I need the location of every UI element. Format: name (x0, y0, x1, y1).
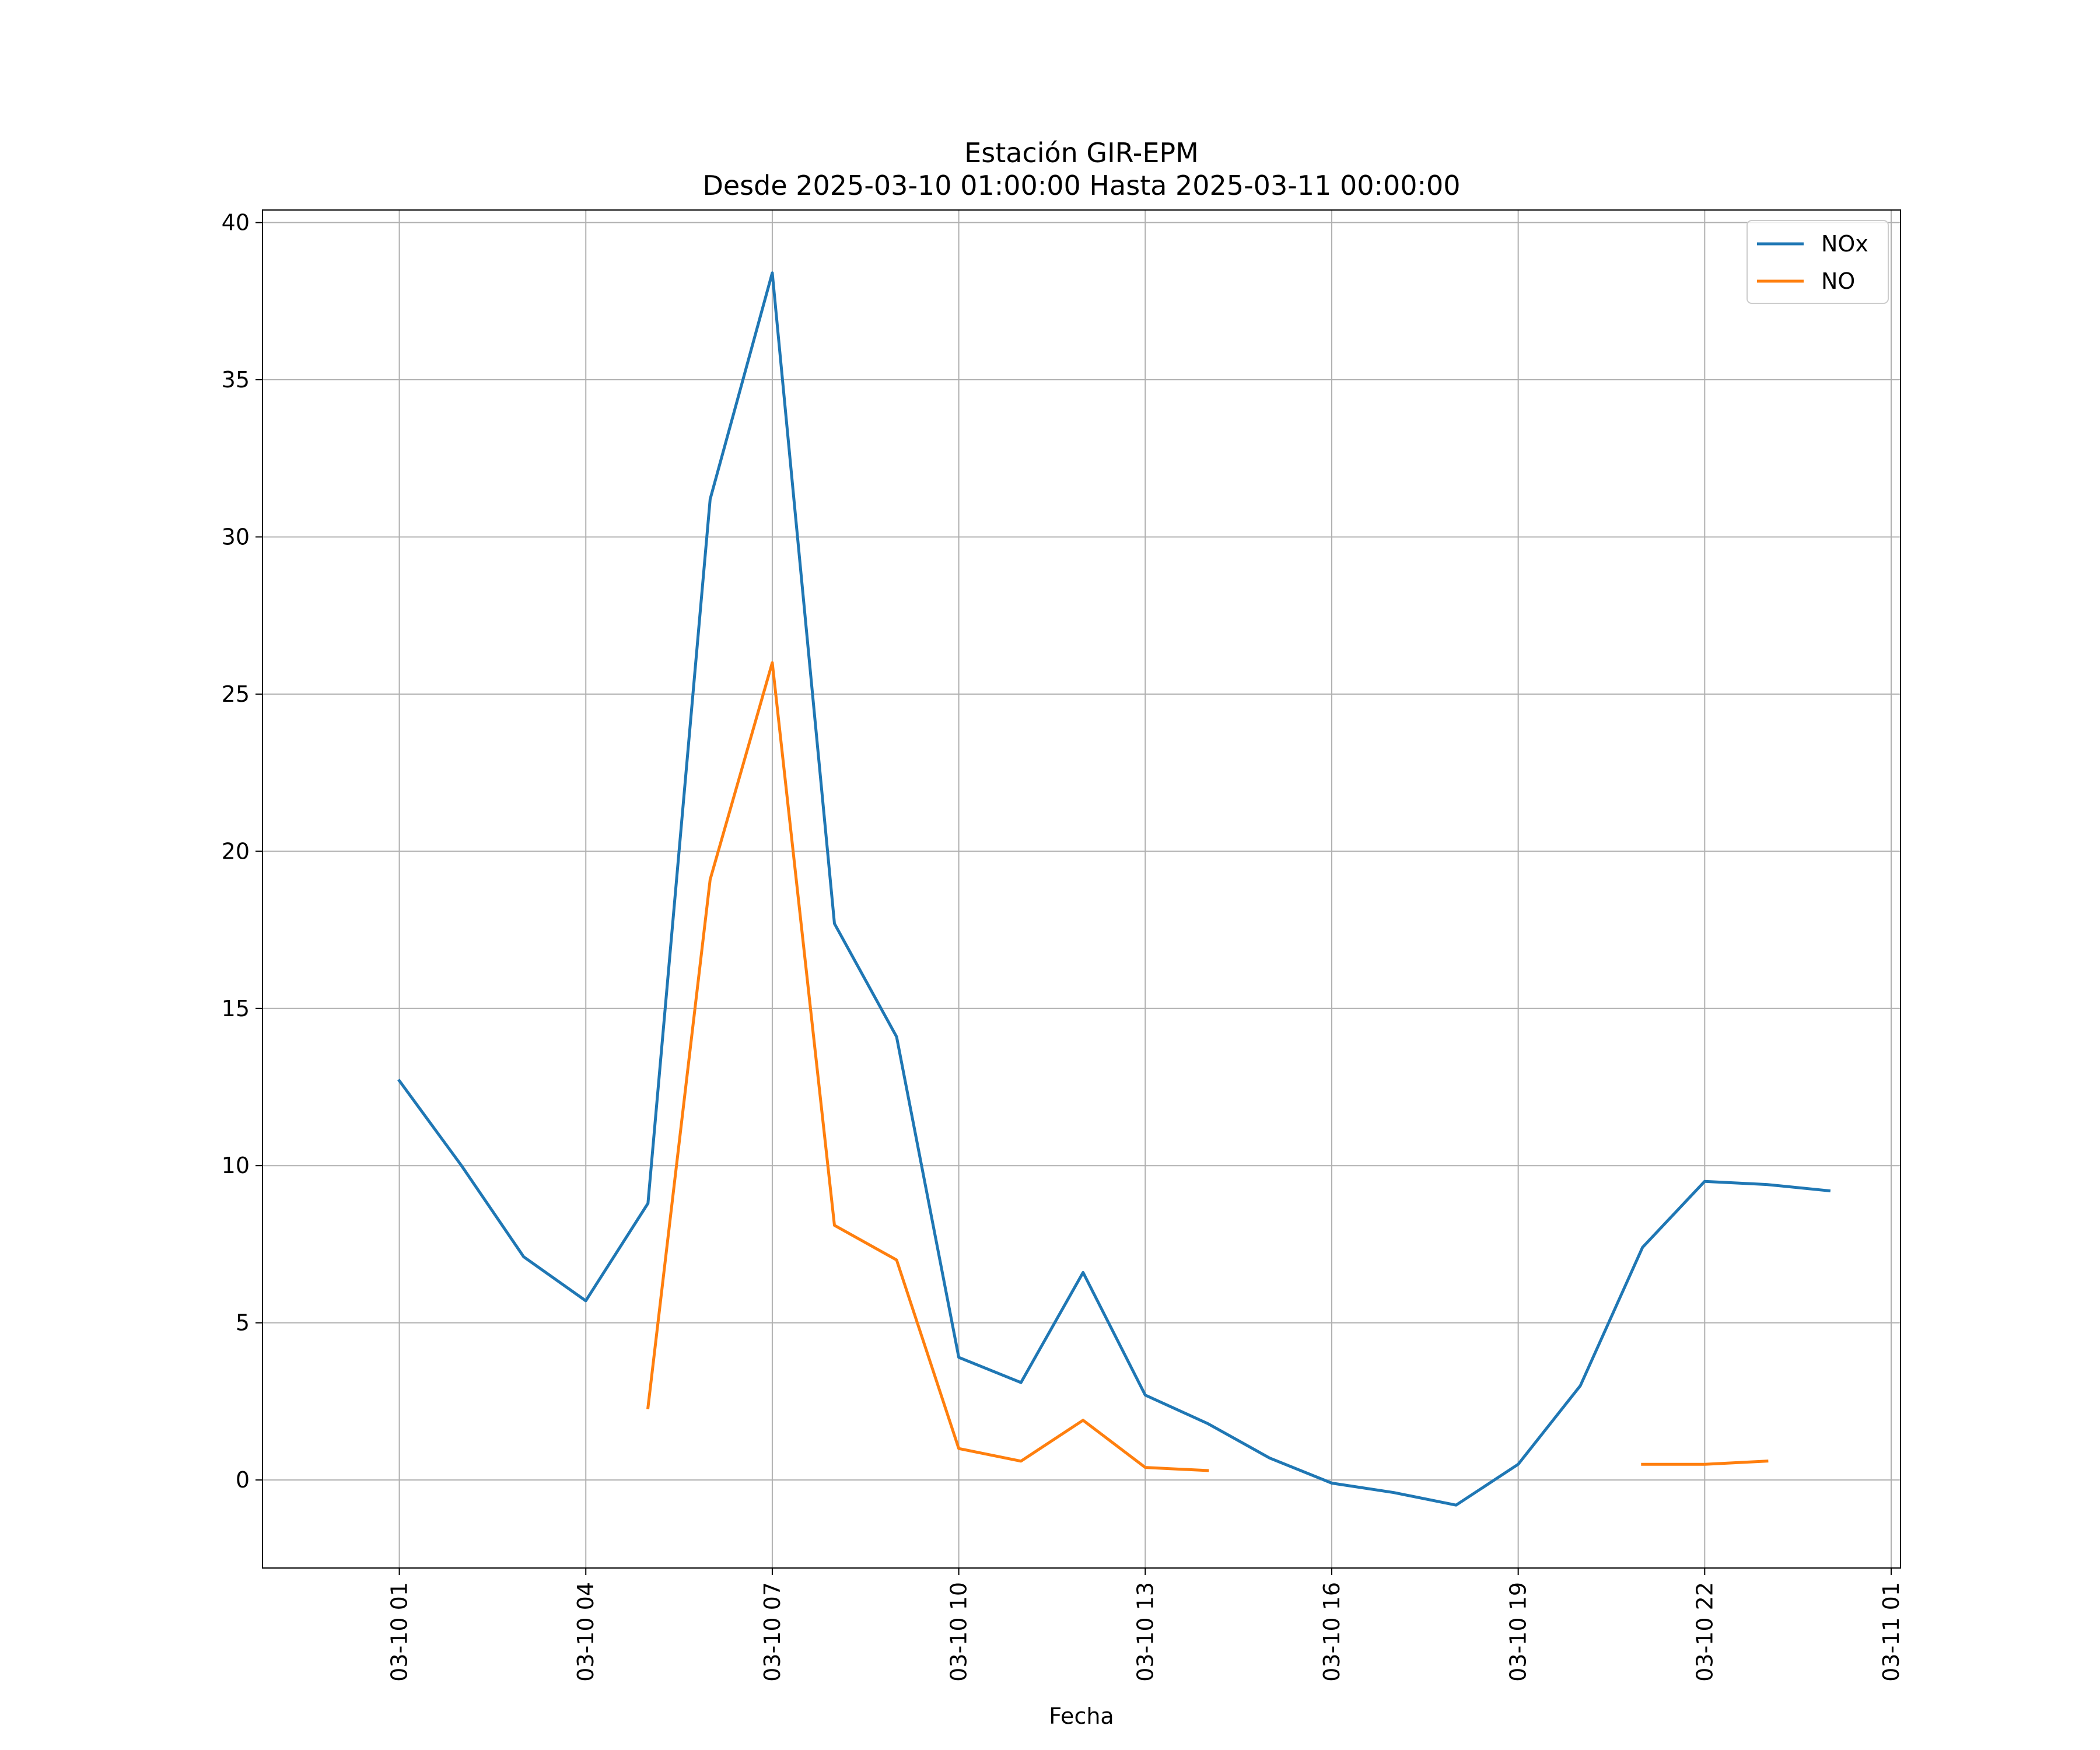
series-line-segment (646, 661, 1209, 1472)
y-tick-label: 5 (236, 1310, 250, 1336)
x-axis-label: Fecha (1049, 1703, 1114, 1729)
x-tick-label: 03-10 04 (573, 1582, 598, 1682)
x-tick-label: 03-10 01 (387, 1582, 412, 1682)
series-lines (397, 271, 1831, 1507)
x-tick-label: 03-10 13 (1132, 1582, 1158, 1682)
x-tick-label: 03-10 07 (760, 1582, 785, 1682)
series-line-segment (397, 271, 1831, 1507)
series-nox (397, 271, 1831, 1507)
y-tick-label: 10 (222, 1153, 250, 1178)
y-tick-label: 25 (222, 681, 250, 707)
y-tick-label: 35 (222, 367, 250, 393)
y-tick-label: 0 (236, 1467, 250, 1493)
x-tick-label: 03-10 16 (1319, 1582, 1345, 1682)
axis-ticks: 0 5 10 15 20 25 30 35 40 03-10 01 03-10 04 03-10 07… (222, 210, 1904, 1682)
y-tick-label: 20 (222, 838, 250, 864)
chart-subtitle: Desde 2025-03-10 01:00:00 Hasta 2025-03-… (702, 170, 1460, 201)
x-tick-label: 03-10 10 (946, 1582, 972, 1682)
x-tick-label: 03-10 19 (1506, 1582, 1531, 1682)
plot-frame (262, 209, 1901, 1569)
grid-lines (262, 210, 1901, 1568)
legend-label-no: NO (1821, 268, 1855, 294)
x-tick-label: 03-11 01 (1878, 1582, 1904, 1682)
y-tick-label: 30 (222, 524, 250, 550)
chart-title: Estación GIR-EPM (964, 137, 1199, 169)
legend-label-nox: NOx (1821, 231, 1868, 257)
x-tick-label: 03-10 22 (1692, 1582, 1717, 1682)
y-tick-label: 40 (222, 210, 250, 236)
y-tick-label: 15 (222, 996, 250, 1021)
legend: NOx NO (1746, 220, 1889, 304)
series-line-segment (1641, 1460, 1769, 1466)
series-no (646, 661, 1769, 1472)
